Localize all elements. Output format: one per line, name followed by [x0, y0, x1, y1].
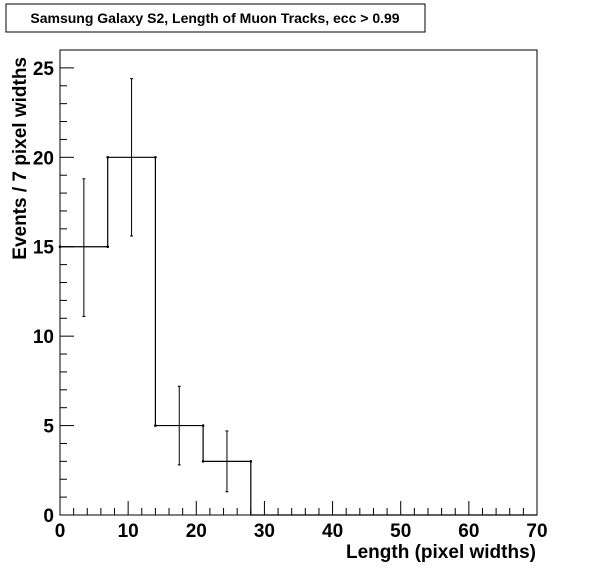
- error-bars: [58, 78, 253, 493]
- x-tick-label: 20: [186, 521, 207, 542]
- y-tick-label: 25: [33, 59, 55, 80]
- bin-error-bar: [154, 385, 205, 466]
- x-tick-label: 50: [390, 521, 411, 542]
- y-tick-label: 15: [33, 238, 55, 259]
- bin-error-bar: [201, 430, 253, 493]
- bin-error-bar: [58, 178, 109, 317]
- x-tick-label: 60: [458, 521, 479, 542]
- chart-title-box: Samsung Galaxy S2, Length of Muon Tracks…: [5, 3, 426, 33]
- x-tick-label: 30: [254, 521, 275, 542]
- x-axis-label: Length (pixel widths): [346, 542, 536, 563]
- y-tick-label: 20: [33, 148, 54, 169]
- x-tick-label: 0: [55, 521, 66, 542]
- x-tick-label: 70: [526, 521, 547, 542]
- y-tick-label: 0: [43, 506, 54, 527]
- bin-error-bar: [106, 78, 157, 237]
- x-tick-label: 10: [118, 521, 139, 542]
- x-axis: 0 10 20 30 40 50 60 70: [55, 501, 548, 542]
- y-tick-label: 5: [43, 417, 54, 438]
- y-axis-label: Events / 7 pixel widths: [10, 57, 31, 260]
- y-axis: 0 5 10 15 20 25: [33, 49, 74, 527]
- x-tick-label: 40: [322, 521, 343, 542]
- chart-title: Samsung Galaxy S2, Length of Muon Tracks…: [30, 10, 399, 26]
- y-tick-label: 10: [33, 327, 54, 348]
